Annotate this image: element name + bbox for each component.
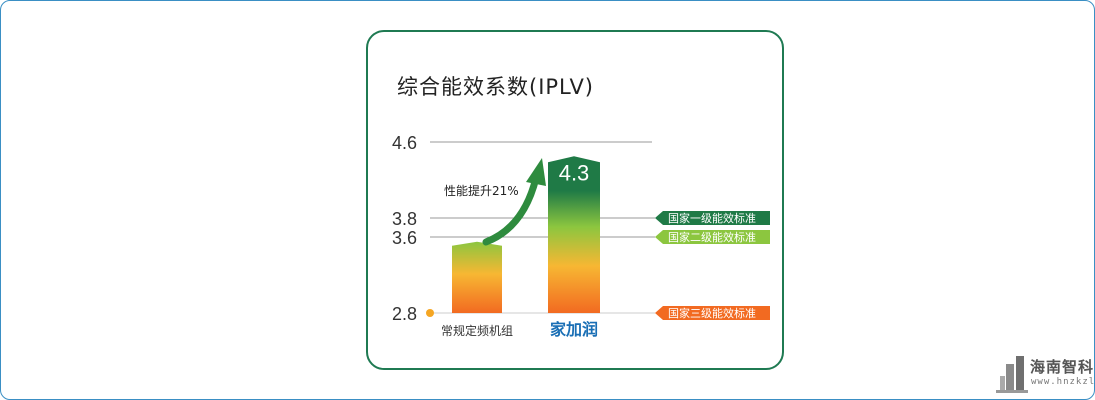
chart-title: 综合能效系数(IPLV): [397, 75, 595, 99]
y-tick-label: 3.8: [392, 209, 417, 229]
reference-label: 国家二级能效标准: [668, 230, 756, 244]
y-tick-label: 4.6: [392, 133, 417, 153]
reference-tag: [655, 230, 770, 244]
watermark-logo-icon: [996, 356, 1028, 393]
improvement-arrow: [482, 174, 540, 246]
improvement-arrow-head-icon: [526, 158, 546, 186]
category-label: 家加润: [550, 320, 598, 339]
origin-dot: [426, 309, 434, 317]
reference-label: 国家一级能效标准: [668, 211, 756, 225]
reference-tag: [655, 211, 770, 225]
y-tick-label: 2.8: [392, 304, 417, 324]
bar-brand: [548, 156, 600, 313]
watermark-url: www.hnzkzl.com: [1031, 377, 1095, 387]
annotation-label: 性能提升21%: [444, 183, 519, 198]
y-tick-label: 3.6: [392, 228, 417, 248]
category-label: 常规定频机组: [441, 323, 513, 338]
reference-label: 国家三级能效标准: [668, 306, 756, 320]
bar-regular: [452, 241, 502, 313]
reference-tag: [655, 306, 770, 320]
watermark-name: 海南智科: [1030, 358, 1095, 376]
bar-value-label: 4.3: [559, 160, 590, 185]
